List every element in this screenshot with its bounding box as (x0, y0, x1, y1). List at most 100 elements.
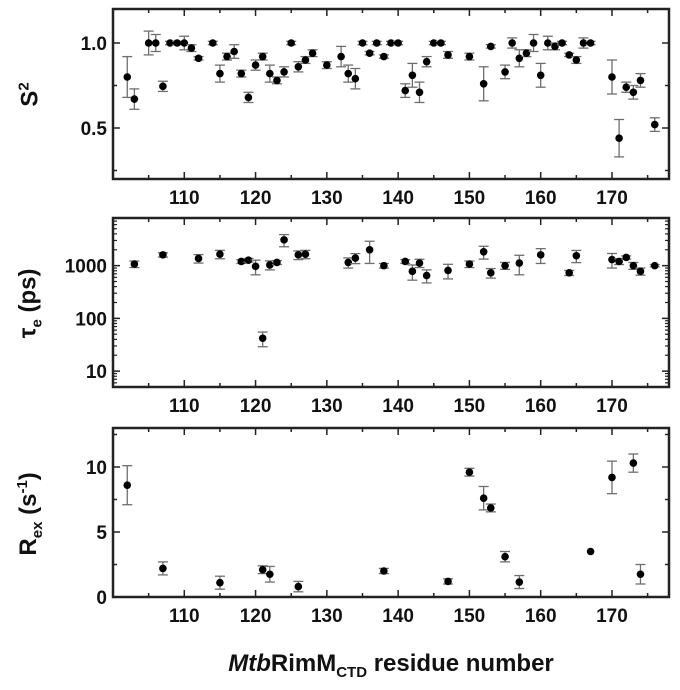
data-point (308, 49, 317, 57)
data-point (529, 39, 538, 47)
data-point (650, 120, 659, 129)
data-point (551, 42, 559, 51)
data-point (294, 63, 303, 71)
x-tick-label: 130 (311, 188, 343, 209)
data-point (444, 51, 452, 59)
data-point (244, 93, 253, 102)
data-point (650, 261, 659, 270)
x-tick-label: 120 (240, 188, 272, 209)
data-point (380, 52, 388, 61)
data-point (501, 552, 509, 561)
data-point (515, 54, 524, 63)
plot-frame-0 (111, 7, 671, 181)
data-point (130, 260, 139, 268)
data-point (216, 69, 224, 78)
data-point (273, 76, 281, 85)
data-point (244, 256, 253, 264)
x-tick-label: 170 (596, 188, 628, 209)
data-point (323, 61, 331, 69)
data-point (251, 262, 260, 271)
data-point (344, 69, 353, 78)
data-point (465, 260, 474, 268)
data-point (237, 69, 246, 78)
y-tick-label: 1.0 (81, 34, 107, 55)
data-point (515, 578, 524, 586)
data-point (365, 245, 374, 254)
x-tick-label: 160 (525, 606, 557, 627)
data-point (415, 88, 424, 97)
data-point (237, 257, 246, 266)
data-point (301, 56, 310, 64)
data-point (358, 39, 367, 47)
data-point (565, 269, 574, 277)
data-point (479, 247, 488, 256)
data-point (380, 261, 388, 270)
data-point (266, 69, 274, 78)
data-point (273, 258, 281, 267)
data-point (180, 39, 189, 47)
data-point (515, 259, 524, 267)
data-point (608, 473, 616, 482)
x-tick-label: 170 (596, 396, 628, 417)
data-point (636, 570, 645, 579)
x-tick-label: 140 (382, 396, 414, 417)
data-point (351, 254, 360, 262)
data-point (572, 251, 581, 260)
data-point (258, 334, 267, 343)
data-point (479, 80, 488, 88)
data-point (615, 257, 623, 266)
data-point (194, 254, 203, 263)
data-point (251, 61, 260, 69)
x-tick-label: 110 (169, 396, 200, 417)
data-point (465, 468, 474, 477)
x-tick-label: 130 (311, 396, 343, 417)
x-axis-title: MtbRimMCTD residue number (228, 650, 554, 681)
y-tick-label: 0 (96, 588, 107, 609)
y-axis-title-rex: Rex (s-1) (14, 472, 46, 556)
y-tick-label: 0.5 (81, 119, 108, 140)
data-point (572, 56, 581, 64)
data-point (230, 47, 238, 56)
data-point (636, 267, 645, 276)
data-point (522, 49, 531, 57)
data-point (258, 52, 267, 61)
data-point (629, 261, 638, 270)
plot-frame-2 (111, 426, 671, 599)
data-point (208, 39, 217, 47)
data-point (223, 52, 231, 61)
data-point (586, 547, 595, 556)
data-point (301, 250, 310, 258)
data-point (159, 82, 167, 91)
data-point (151, 39, 160, 47)
data-point (173, 39, 181, 47)
data-point (159, 564, 167, 573)
data-point (629, 88, 638, 97)
x-tick-label: 160 (525, 188, 557, 209)
y-tick-label: 10 (86, 458, 107, 479)
x-tick-label: 150 (454, 606, 486, 627)
x-tick-label: 120 (240, 396, 272, 417)
data-point (501, 261, 509, 270)
data-point (501, 68, 509, 76)
x-tick-label: 160 (525, 396, 557, 417)
data-point (479, 494, 488, 503)
data-point (365, 49, 374, 57)
data-point (144, 39, 153, 47)
data-point (159, 251, 167, 259)
x-tick-label: 170 (596, 606, 628, 627)
data-point (536, 251, 545, 259)
data-point (408, 71, 417, 80)
data-point (622, 83, 631, 91)
data-point (558, 39, 566, 47)
y-axis-title-s2: S2 (15, 82, 44, 107)
data-point (536, 71, 545, 80)
data-point (429, 39, 438, 47)
data-point (216, 578, 224, 587)
data-point (622, 253, 631, 262)
data-point (401, 86, 410, 95)
data-point (194, 54, 203, 63)
data-point (615, 134, 623, 142)
data-point (351, 74, 360, 83)
data-point (629, 459, 638, 467)
data-point (294, 582, 303, 591)
